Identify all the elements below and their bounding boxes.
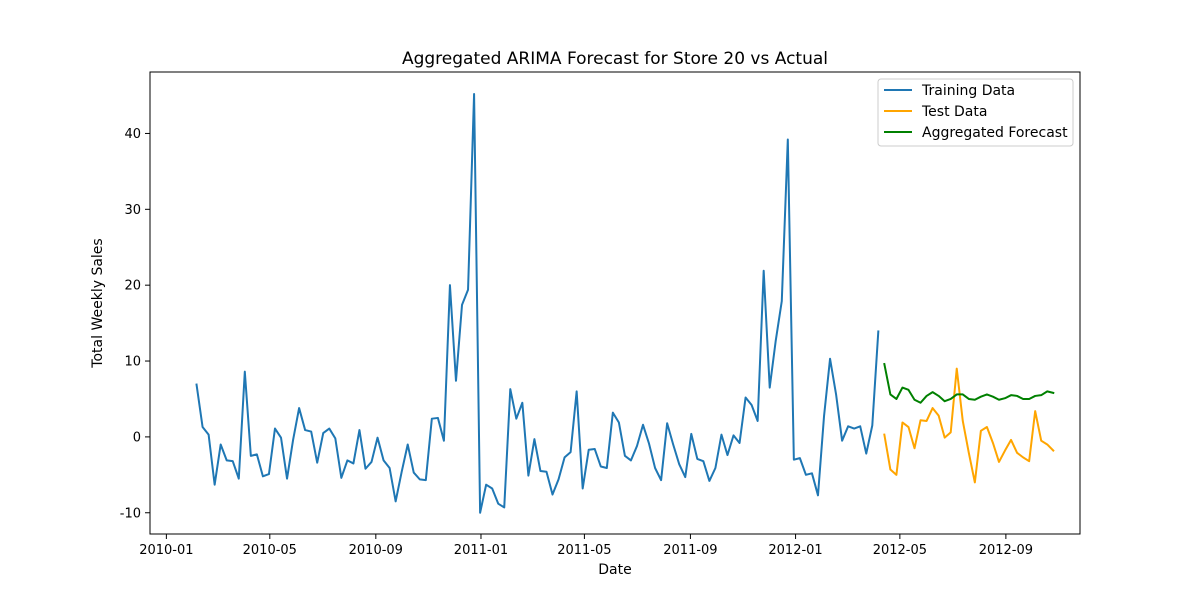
x-axis-title: Date [598,562,631,578]
axes-frame [149,71,1081,535]
y-tick-label: 20 [124,279,141,294]
x-tick-label: 2010-05 [243,543,297,558]
x-tick-label: 2010-09 [349,543,403,558]
x-tick-label: 2011-01 [454,543,508,558]
y-tick-label: 10 [124,355,141,370]
y-tick-label: 30 [124,203,141,218]
legend-label-training-data: Training Data [921,83,1015,99]
chart-title: Aggregated ARIMA Forecast for Store 20 v… [402,49,828,69]
x-tick-label: 2012-05 [873,543,927,558]
x-tick-label: 2010-01 [139,543,193,558]
legend-frame [877,78,1074,147]
x-tick-label: 2011-09 [663,543,717,558]
y-axis-title: Total Weekly Sales [90,238,106,368]
x-axis: 2010-01 2010-05 2010-09 2011-01 2011-05 2011-… [139,534,1033,558]
y-tick-label: 40 [124,127,141,142]
y-axis: -10 0 10 20 30 40 [120,127,150,521]
x-tick-label: 2011-05 [557,543,611,558]
legend: Training Data Test Data Aggregated Forecas… [877,78,1074,147]
series-line-test-data [883,367,1055,484]
y-tick-label: -10 [120,506,141,521]
x-tick-label: 2012-09 [979,543,1033,558]
plot-area [195,93,1055,514]
series-line-aggregated-forecast [883,362,1055,404]
x-tick-label: 2012-01 [768,543,822,558]
legend-label-test-data: Test Data [921,104,987,120]
y-tick-label: 0 [133,430,141,445]
legend-label-aggregated-forecast: Aggregated Forecast [922,125,1068,141]
series-line-training-data [195,93,880,514]
